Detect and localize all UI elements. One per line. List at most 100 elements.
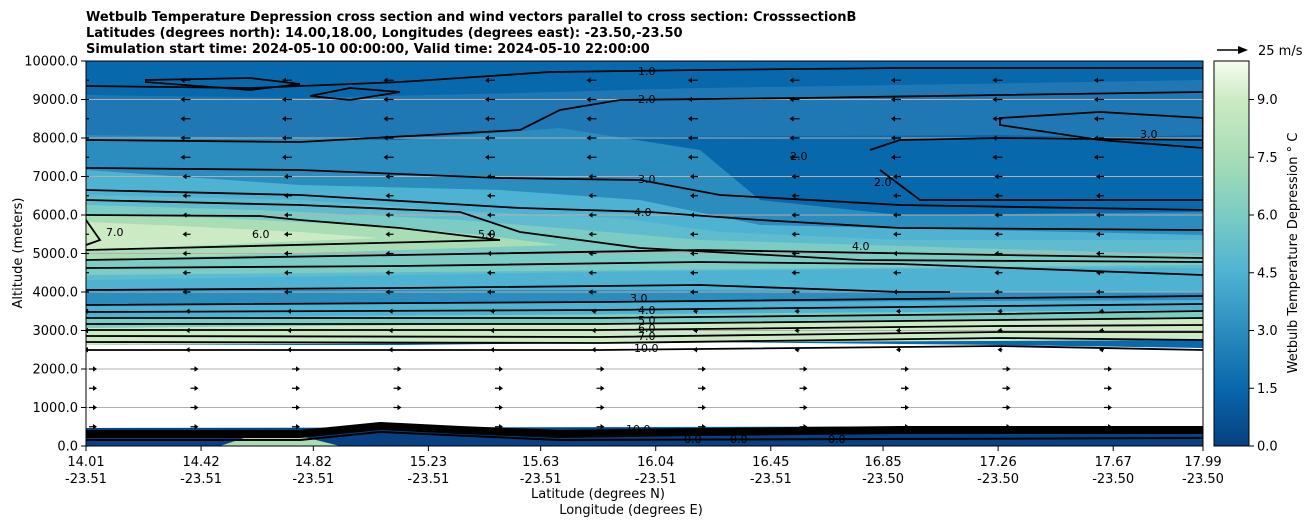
contour-5 <box>86 199 1203 263</box>
wind-vector-head <box>499 385 503 392</box>
wind-vector-head <box>688 96 692 103</box>
contour-label-5: 5.0 <box>478 228 496 241</box>
wind-vector-head <box>282 135 286 141</box>
wind-vector-head <box>485 77 489 84</box>
wind-vector-head <box>994 289 999 295</box>
wind-vector-head <box>690 250 694 257</box>
wind-vector-head <box>992 115 997 122</box>
wind-vector-head <box>702 385 706 392</box>
contour-label-10: 10.0 <box>634 342 659 355</box>
y-tick-label: 4000.0 <box>33 286 79 301</box>
wind-vector-head <box>282 154 286 161</box>
wind-vector-head <box>1094 96 1098 103</box>
wind-vector-head <box>1096 192 1100 199</box>
wind-vector-head <box>485 154 489 161</box>
y-tick-label: 7000.0 <box>33 170 79 185</box>
x-tick-label-lat: 14.01 <box>67 455 104 470</box>
wind-vector-head <box>893 192 897 199</box>
band-boundary-layer <box>86 342 1203 428</box>
wind-vector-head <box>803 423 808 430</box>
contour-7 <box>86 219 102 246</box>
wind-vector-head <box>893 250 897 257</box>
wind-vector-head <box>586 77 591 84</box>
wind-vector-head <box>485 135 489 141</box>
wind-vector-head <box>690 231 694 238</box>
wind-vector-head <box>600 423 605 430</box>
wind-vector-head <box>791 173 796 180</box>
wind-vector-head <box>997 308 1002 315</box>
contour-3-mid <box>86 295 1203 306</box>
contour-label-4-right: 4.0 <box>852 240 870 253</box>
contour-2-right <box>869 137 1203 151</box>
contour-label-0-c: 0.0 <box>828 433 846 446</box>
wind-vector-head <box>490 346 494 353</box>
wind-vector-head <box>1096 231 1100 238</box>
contour-label-6: 6.0 <box>252 228 270 241</box>
wind-vector-head <box>588 192 593 199</box>
wind-vector-head <box>383 96 388 103</box>
contour-lines <box>86 67 1203 351</box>
band-3-dark-patch <box>870 135 1203 205</box>
wind-vector-head <box>79 116 83 122</box>
wind-vector-head <box>397 423 402 430</box>
wind-vector-head <box>487 231 491 238</box>
wind-vector-head <box>182 269 187 276</box>
contour-2-lower <box>879 169 1203 201</box>
contour-7-mid <box>86 324 1203 331</box>
wind-vector-head <box>487 250 491 257</box>
wind-vector-head <box>905 404 909 411</box>
wind-vector-head <box>397 366 402 372</box>
wind-vector-head <box>693 327 697 334</box>
wind-vector-head <box>588 269 593 276</box>
wind-vector-head <box>284 212 288 218</box>
x-tick-label-lon: -23.51 <box>292 472 334 487</box>
wind-vector-head <box>1094 135 1098 141</box>
wind-vector-head <box>690 269 694 276</box>
contour-label-10-surface: 10.0 <box>626 423 651 436</box>
y-tick-label: 8000.0 <box>33 132 79 147</box>
x-axis-label-lon: Longitude (degrees E) <box>559 503 703 518</box>
contour-label-6-lower: 6.0 <box>638 322 656 335</box>
wind-vector-head <box>891 154 895 161</box>
x-tick-label-lon: -23.51 <box>635 472 677 487</box>
quiver-key: 25 m/s <box>1217 44 1303 59</box>
wind-vector-head <box>690 192 694 199</box>
wind-vector-head <box>693 346 697 353</box>
wind-vector-head <box>1006 385 1011 392</box>
wind-vector-head <box>600 366 605 372</box>
contour-label-2-right: 2.0 <box>790 150 808 163</box>
wind-vector-head <box>93 366 97 372</box>
contour-4-mid <box>86 303 1203 313</box>
wind-vector-head <box>79 77 83 83</box>
wind-vector-head <box>588 250 593 257</box>
wind-vector-head <box>182 250 187 257</box>
wind-vector-head <box>81 231 85 237</box>
wind-vector-head <box>180 154 185 161</box>
x-axis: 14.01 -23.51 14.42 -23.51 14.82 -23.51 15.23 -2… <box>65 446 1224 487</box>
wind-vector-head <box>794 308 799 315</box>
wind-vector-head <box>296 385 300 392</box>
wind-vector-head <box>1108 366 1112 372</box>
wind-vector-head <box>487 192 491 199</box>
wind-vector-head <box>180 135 185 141</box>
x-tick-label-lat: 15.63 <box>522 455 559 470</box>
wind-vector-head <box>997 346 1002 353</box>
wind-vector-head <box>93 385 97 392</box>
x-tick-label-lon: -23.50 <box>1092 472 1134 487</box>
wind-vector-head <box>388 346 393 353</box>
wind-vector-head <box>588 289 593 295</box>
colorbar: 0.0 1.5 3.0 4.5 6.0 7.5 9.0 Wetbulb Temperatur… <box>1213 60 1301 455</box>
wind-vector-head <box>992 77 997 84</box>
x-tick-label-lat: 17.26 <box>980 455 1017 470</box>
y-tick-label: 5000.0 <box>33 247 79 262</box>
x-tick-label-lon: -23.50 <box>977 472 1019 487</box>
wind-vector-head <box>994 231 999 238</box>
wind-vector-head <box>789 96 794 103</box>
wind-vector-head <box>789 77 794 84</box>
wind-vector-head <box>388 327 393 334</box>
filled-contours <box>86 61 1203 446</box>
wind-vector-head <box>896 346 900 353</box>
wind-vector-head <box>180 77 185 84</box>
wind-vector-head <box>588 231 593 238</box>
